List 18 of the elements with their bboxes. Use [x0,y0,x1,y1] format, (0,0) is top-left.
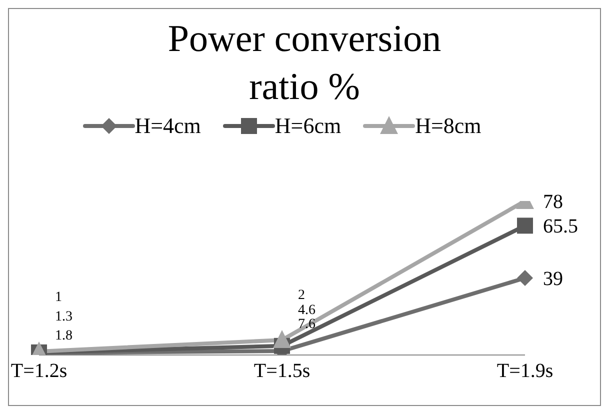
x-tick-label: T=1.9s [496,360,554,382]
legend-label: H=4cm [134,113,201,139]
data-label: 1.8 [55,328,72,344]
legend-label: H=6cm [274,113,342,139]
data-label: 78 [543,191,563,213]
legend-label: H=8cm [414,113,482,139]
data-label: 7.6 [298,316,316,332]
x-tick-label: T=1.2s [10,360,68,382]
x-tick-label: T=1.5s [254,360,310,382]
data-label: 4.6 [298,302,316,318]
point [517,270,533,286]
data-label: 1.3 [55,309,72,324]
data-label: 2 [298,288,305,304]
point [273,330,291,348]
data-label: 39 [543,268,563,290]
data-label: 65.5 [543,216,578,238]
data-label: 1 [55,290,62,306]
chart-title: Power conversion ratio % [166,17,442,110]
